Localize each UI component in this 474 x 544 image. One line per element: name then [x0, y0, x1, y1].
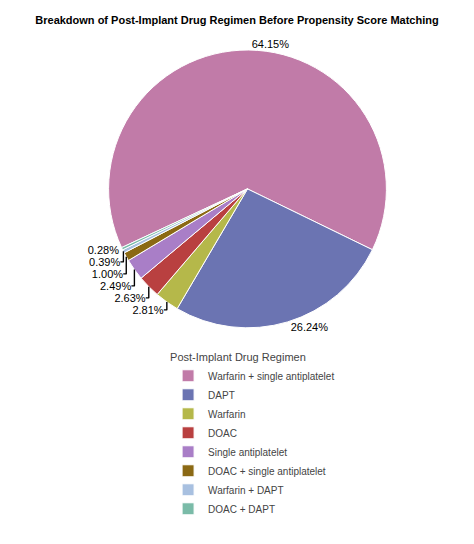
svg-text:Single antiplatelet: Single antiplatelet — [208, 447, 287, 458]
svg-text:DOAC: DOAC — [208, 428, 237, 439]
svg-text:DOAC + DAPT: DOAC + DAPT — [208, 504, 275, 515]
svg-text:DOAC + single antiplatelet: DOAC + single antiplatelet — [208, 466, 326, 477]
svg-text:2.81%: 2.81% — [132, 304, 163, 316]
svg-text:Warfarin: Warfarin — [208, 409, 245, 420]
svg-text:Warfarin + single antiplatelet: Warfarin + single antiplatelet — [208, 371, 334, 382]
svg-text:DAPT: DAPT — [208, 390, 235, 401]
svg-text:2.63%: 2.63% — [114, 292, 145, 304]
svg-text:Post-Implant Drug Regimen: Post-Implant Drug Regimen — [170, 351, 306, 363]
svg-text:Breakdown of Post-Implant Drug: Breakdown of Post-Implant Drug Regimen B… — [35, 14, 438, 26]
svg-text:0.28%: 0.28% — [88, 244, 119, 256]
svg-text:Warfarin + DAPT: Warfarin + DAPT — [208, 485, 283, 496]
svg-text:2.49%: 2.49% — [100, 280, 131, 292]
svg-text:0.39%: 0.39% — [89, 256, 120, 268]
svg-text:26.24%: 26.24% — [291, 321, 329, 333]
svg-text:64.15%: 64.15% — [252, 38, 290, 50]
svg-text:1.00%: 1.00% — [92, 268, 123, 280]
